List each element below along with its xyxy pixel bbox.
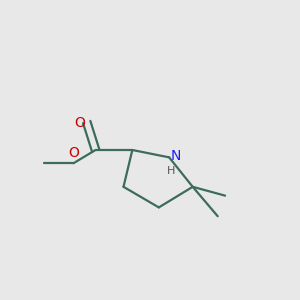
Text: N: N xyxy=(171,149,181,163)
Text: H: H xyxy=(167,166,176,176)
Text: O: O xyxy=(74,116,85,130)
Text: O: O xyxy=(68,146,79,160)
